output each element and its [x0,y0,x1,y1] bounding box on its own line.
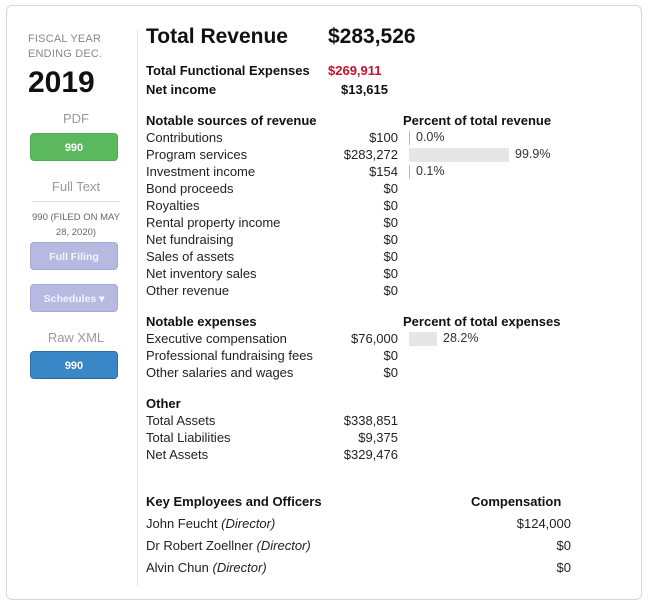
expenses-label: Total Functional Expenses [146,63,310,78]
revenue-row-label: Contributions [146,130,223,145]
revenue-pct-bar [409,148,509,162]
expense-pct-bar [409,332,437,346]
net-income-value: $13,615 [341,82,388,97]
other-row-label: Total Liabilities [146,430,231,445]
revenue-pct-value: 0.0% [416,130,445,144]
filed-note: 990 (FILED ON MAY 28, 2020) [32,212,120,238]
revenue-pct-heading: Percent of total revenue [403,113,552,128]
revenue-heading: Notable sources of revenue [146,113,317,128]
compensation-heading: Compensation [471,494,562,509]
expense-row-label: Executive compensation [146,331,287,346]
net-income-label: Net income [146,82,217,97]
employee-role: (Director) [221,516,276,531]
other-row-label: Total Assets [146,413,216,428]
expense-row-value: $76,000 [351,331,398,346]
schedules-dropdown-button[interactable]: Schedules ▾ [30,284,118,312]
other-row-value: $338,851 [343,413,398,428]
employee-name: Dr Robert Zoellner [146,538,257,553]
pdf-label: PDF [63,111,89,126]
revenue-row-value: $154 [369,164,398,179]
expenses-pct-heading: Percent of total expenses [403,314,561,329]
revenue-row-value: $0 [383,181,398,196]
revenue-row-label: Sales of assets [146,249,235,264]
raw-xml-label: Raw XML [47,330,105,345]
revenue-row-label: Program services [146,147,248,162]
other-heading: Other [146,396,181,411]
pdf-990-button[interactable]: 990 [30,133,118,161]
employee-row: John Feucht (Director) [146,516,275,531]
expense-row-value: $0 [383,348,398,363]
raw-xml-990-button[interactable]: 990 [30,351,118,379]
employee-role: (Director) [212,560,267,575]
filing-card: FISCAL YEAR ENDING DEC. 2019 PDF 990 Ful… [6,5,642,600]
employee-compensation: $0 [556,538,571,553]
revenue-pct-bar [409,165,410,179]
employee-name: John Feucht [146,516,222,531]
employee-role: (Director) [256,538,311,553]
other-row-value: $329,476 [343,447,398,462]
expense-pct-value: 28.2% [443,331,479,345]
expense-row-label: Professional fundraising fees [146,348,313,363]
revenue-row-value: $0 [383,215,398,230]
revenue-row-value: $0 [383,232,398,247]
full-filing-button[interactable]: Full Filing [30,242,118,270]
revenue-pct-value: 0.1% [416,164,445,178]
fiscal-year-label: FISCAL YEAR ENDING DEC. [28,33,103,60]
total-revenue-label: Total Revenue [146,25,288,48]
revenue-row-value: $0 [383,198,398,213]
employee-name: Alvin Chun [146,560,213,575]
revenue-row-value: $0 [383,249,398,264]
revenue-row-value: $0 [383,266,398,281]
expenses-heading: Notable expenses [146,314,257,329]
other-row-label: Net Assets [146,447,209,462]
expenses-value: $269,911 [328,63,382,78]
employee-compensation: $124,000 [516,516,571,531]
revenue-row-label: Royalties [146,198,200,213]
revenue-row-value: $283,272 [343,147,398,162]
expense-row-value: $0 [383,365,398,380]
revenue-row-label: Net fundraising [146,232,234,247]
revenue-row-label: Investment income [146,164,256,179]
revenue-row-label: Bond proceeds [146,181,234,196]
revenue-row-label: Net inventory sales [146,266,257,281]
employees-heading: Key Employees and Officers [146,494,322,509]
revenue-row-label: Rental property income [146,215,281,230]
employee-compensation: $0 [556,560,571,575]
total-revenue-value: $283,526 [328,25,416,48]
employee-row: Dr Robert Zoellner (Director) [146,538,311,553]
fiscal-year: 2019 [28,66,95,99]
revenue-row-value: $100 [369,130,398,145]
other-row-value: $9,375 [358,430,398,445]
employee-row: Alvin Chun (Director) [146,560,267,575]
revenue-row-label: Other revenue [146,283,230,298]
expense-row-label: Other salaries and wages [146,365,294,380]
full-text-label: Full Text [51,179,101,194]
revenue-pct-bar [409,131,410,145]
revenue-pct-value: 99.9% [515,147,551,161]
revenue-row-value: $0 [383,283,398,298]
column-divider [137,30,138,586]
sidebar-divider [32,201,120,202]
